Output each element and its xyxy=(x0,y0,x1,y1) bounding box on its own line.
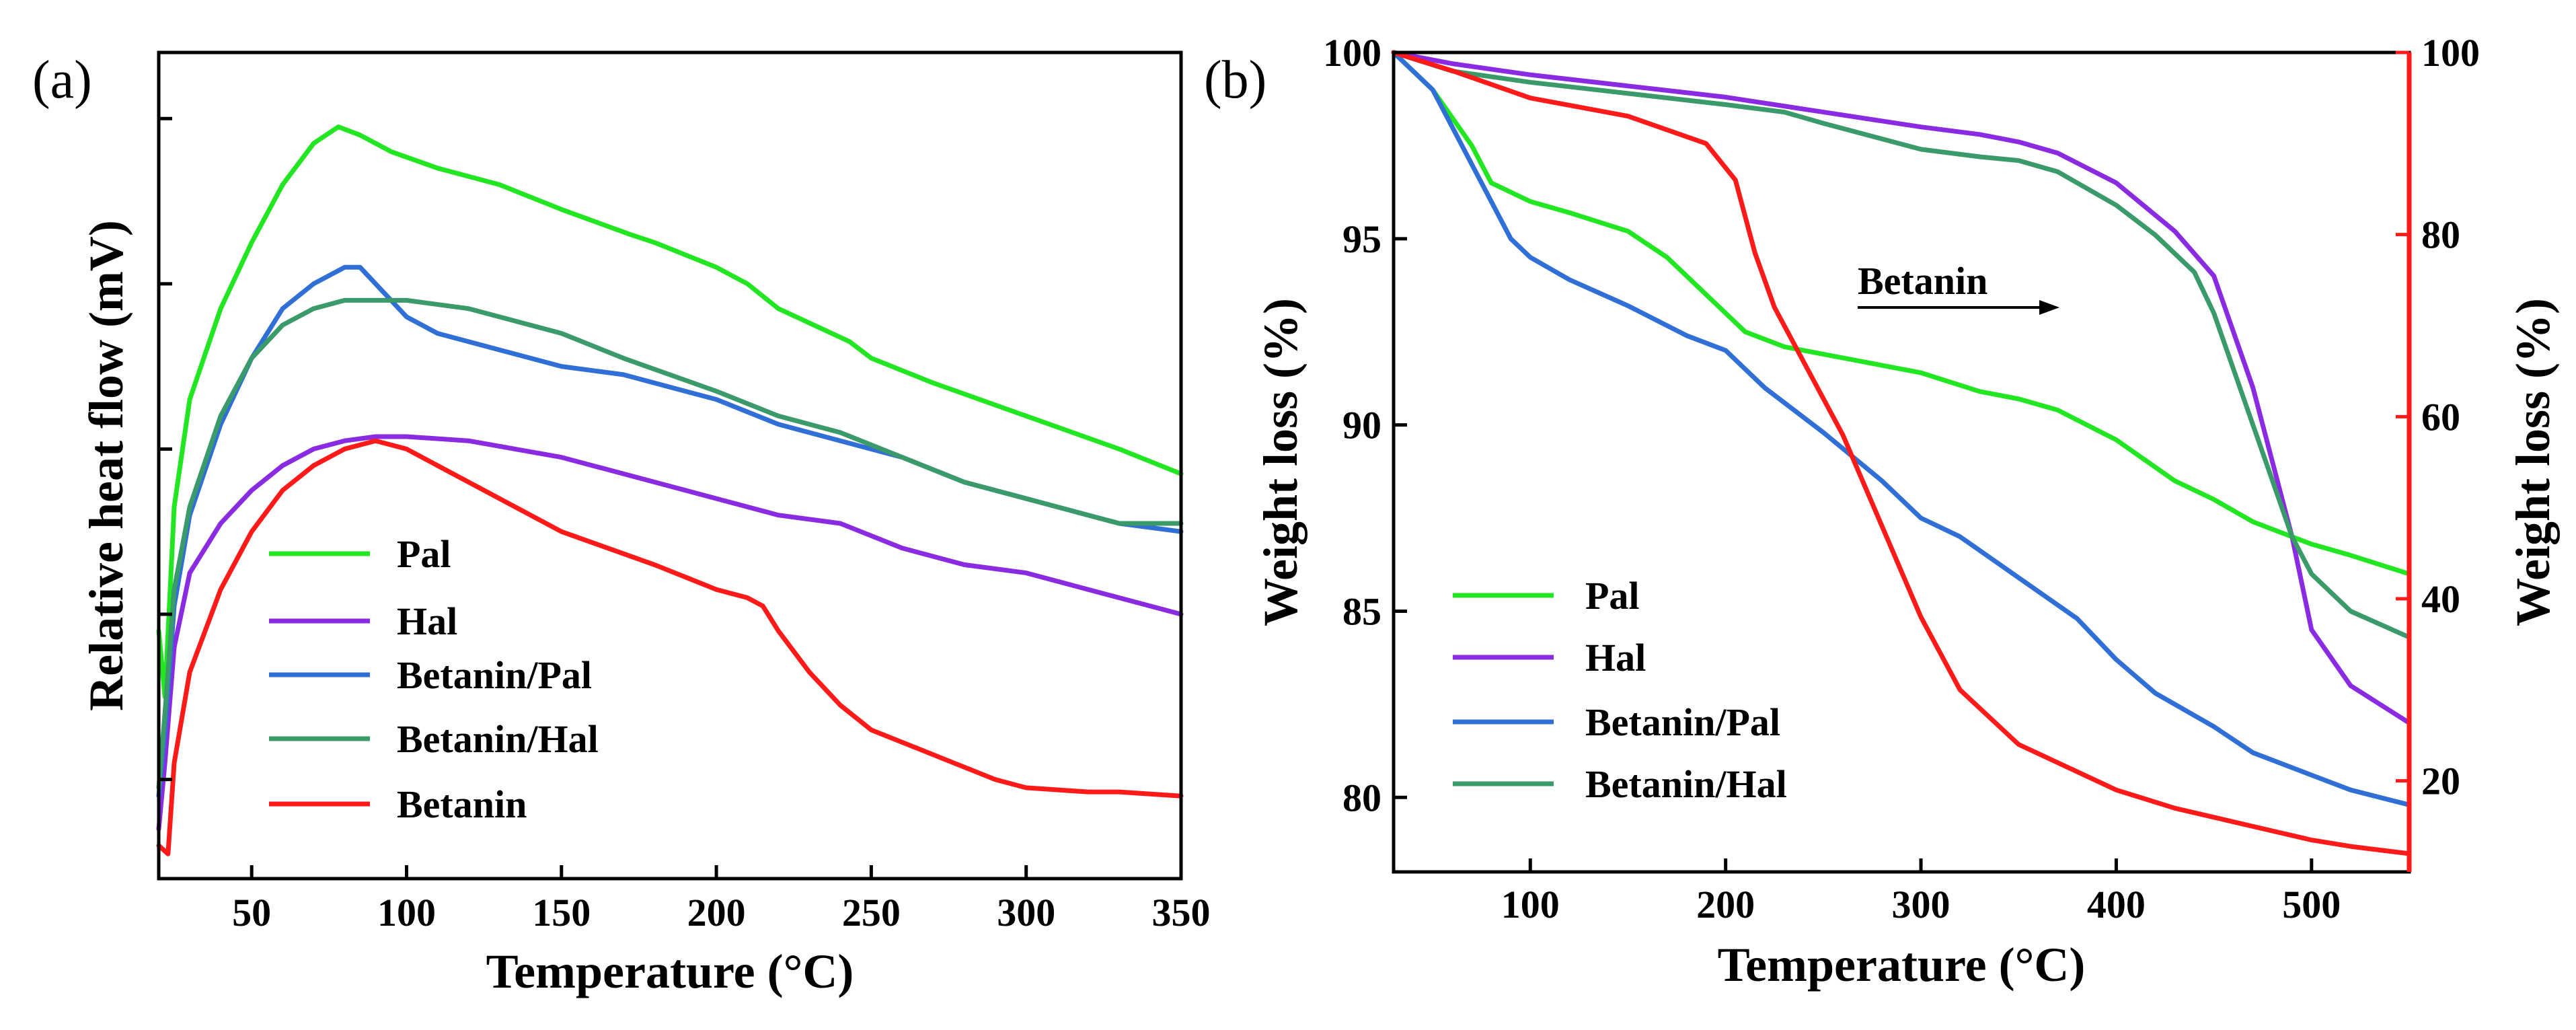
panel-b-y-tick-label-left: 100 xyxy=(1323,31,1381,75)
panel-b-legend-label-betanin-pal: Betanin/Pal xyxy=(1585,700,1780,744)
panel-a-x-tick-label: 50 xyxy=(232,891,271,934)
panel-b-series xyxy=(1391,50,2412,856)
panel-b-legend-label-pal: Pal xyxy=(1585,574,1640,618)
panel-b-y-tick-label-left: 85 xyxy=(1342,589,1381,633)
panel-b-y-tick-label-right: 20 xyxy=(2421,760,2460,803)
chart-panel-a: (a) 50 100 150 200 250 300 350 Temperature (°C… xyxy=(32,50,1211,998)
panel-a-frame xyxy=(157,50,1183,881)
panel-a-x-tick-label: 300 xyxy=(997,891,1055,934)
panel-b-annotation: Betanin xyxy=(1858,259,2059,315)
panel-a-legend-label-hal: Hal xyxy=(397,599,457,643)
panel-a-x-tick-label: 250 xyxy=(842,891,901,934)
panel-a-label: (a) xyxy=(32,50,92,110)
panel-b-y-ticks-left: 80 85 90 95 100 xyxy=(1323,31,1407,819)
panel-b-y-tick-label-right: 100 xyxy=(2421,31,2480,75)
panel-b-series-hal xyxy=(1391,50,2412,725)
panel-b-label: (b) xyxy=(1204,50,1266,110)
panel-b-y-tick-label-right: 60 xyxy=(2421,395,2460,439)
panel-b-y-tick-label-left: 90 xyxy=(1342,404,1381,447)
panel-b-x-tick-label: 300 xyxy=(1892,883,1950,926)
panel-a-y-axis-label: Relative heat flow (mV) xyxy=(79,220,133,711)
panel-b-series-betanin-hal xyxy=(1391,50,2412,640)
panel-a-series xyxy=(156,124,1184,856)
panel-a-series-betanin xyxy=(156,438,1184,856)
panel-b-series-betanin-pal xyxy=(1391,50,2412,807)
panel-b-x-tick-label: 100 xyxy=(1501,883,1560,926)
panel-b-x-tick-label: 400 xyxy=(2087,883,2146,926)
panel-a-y-ticks xyxy=(159,116,172,782)
panel-a-legend-label-betanin-pal: Betanin/Pal xyxy=(397,653,592,697)
panel-a-x-tick-label: 100 xyxy=(377,891,436,934)
panel-b-x-ticks: 100 200 300 400 500 xyxy=(1501,858,2341,926)
panel-b-series-betanin xyxy=(1391,50,2412,856)
panel-b-legend-label-betanin-hal: Betanin/Hal xyxy=(1585,762,1787,806)
panel-b-annotation-arrow-head xyxy=(2039,300,2059,315)
panel-b-y-axis-label-left: Weight loss (%) xyxy=(1254,298,1308,626)
panel-b-y-axis-label-right: Weight loss (%) xyxy=(2506,298,2560,626)
panel-b-frame xyxy=(1392,50,2411,874)
panel-a-legend: Pal Hal Betanin/Pal Betanin/Hal Betanin xyxy=(269,532,599,826)
panel-b-y-tick-label-right: 40 xyxy=(2421,577,2460,621)
panel-a-series-hal xyxy=(156,434,1184,832)
panel-a-x-tick-label: 150 xyxy=(532,891,591,934)
panel-b-y-tick-label-left: 95 xyxy=(1342,217,1381,261)
panel-b-series-pal xyxy=(1391,50,2412,577)
chart-panel-b: (b) 100 200 300 400 500 80 85 90 95 100 20 40 60 80… xyxy=(1204,31,2560,992)
panel-a-series-betanin-pal xyxy=(156,264,1184,799)
panel-a-series-pal xyxy=(156,124,1184,700)
panel-a-series-betanin-hal xyxy=(156,297,1184,790)
panel-a-legend-label-pal: Pal xyxy=(397,532,451,576)
panel-a-legend-label-betanin-hal: Betanin/Hal xyxy=(397,717,599,761)
panel-a-x-tick-label: 200 xyxy=(687,891,746,934)
panel-b-y-tick-label-left: 80 xyxy=(1342,776,1381,819)
panel-b-legend-label-hal: Hal xyxy=(1585,636,1646,679)
panel-a-x-axis-label: Temperature (°C) xyxy=(486,945,854,998)
panel-b-y-ticks-right: 20 40 60 80 100 xyxy=(2396,31,2480,803)
panel-a-legend-label-betanin: Betanin xyxy=(397,782,527,826)
panel-b-x-tick-label: 200 xyxy=(1696,883,1755,926)
panel-b-x-axis-label: Temperature (°C) xyxy=(1718,938,2086,992)
panel-b-y-tick-label-right: 80 xyxy=(2421,213,2460,257)
panel-a-x-tick-label: 350 xyxy=(1152,891,1211,934)
panel-b-annotation-text: Betanin xyxy=(1858,259,1987,303)
panel-b-x-tick-label: 500 xyxy=(2282,883,2341,926)
panel-a-x-ticks: 50 100 150 200 250 300 350 xyxy=(232,865,1211,934)
panel-b-legend: Pal Hal Betanin/Pal Betanin/Hal xyxy=(1453,574,1787,806)
